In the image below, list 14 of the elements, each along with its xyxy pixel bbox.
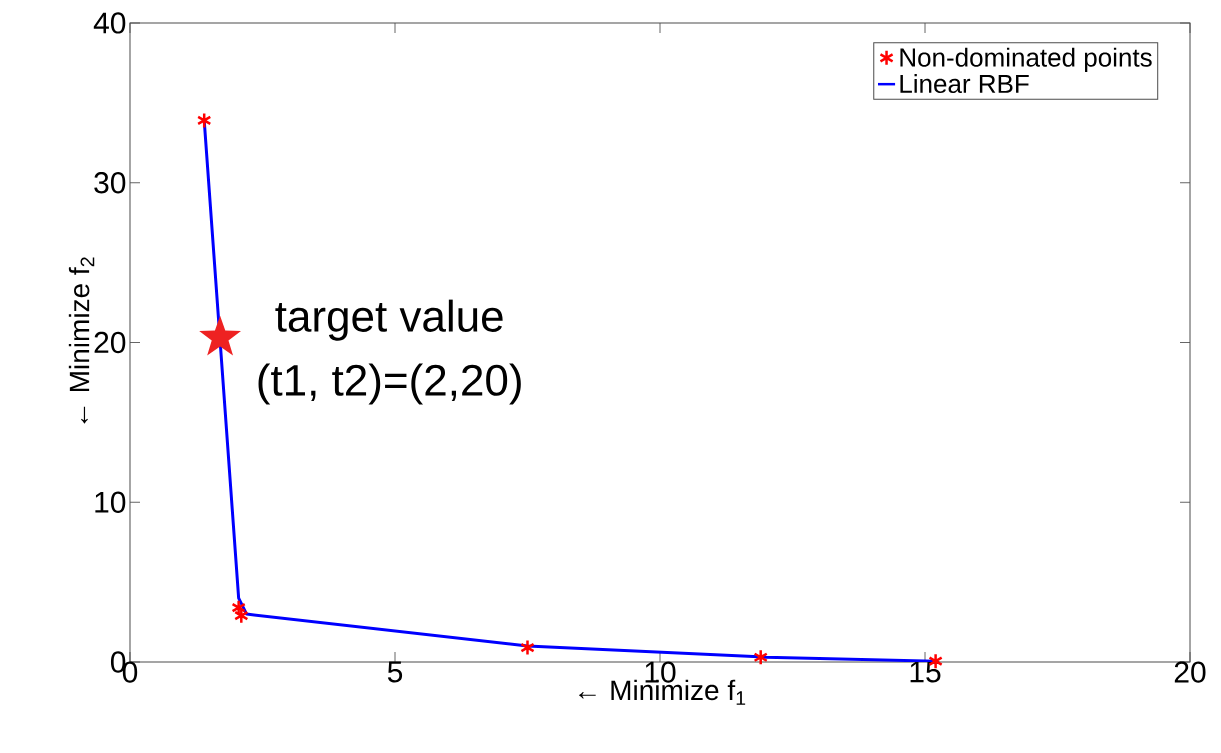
y-tick-label: 10 — [95, 491, 126, 513]
annotation: target value — [275, 299, 503, 341]
x-tick-label: 5 — [387, 661, 403, 683]
legend-label: Linear RBF — [900, 74, 1029, 94]
annotation: (t1, t2)=(2,20) — [258, 363, 521, 405]
point — [753, 648, 769, 666]
y-axis-title: ← Minimize f$_{2}$ — [68, 257, 95, 424]
legend-label: Non-dominated points — [900, 47, 1152, 72]
point — [520, 639, 535, 656]
x-tick-label: 20 — [1174, 661, 1206, 683]
y-tick-label: 40 — [93, 12, 126, 34]
y-tick-label: 30 — [94, 172, 126, 194]
y-tick-label: 20 — [94, 331, 126, 354]
point — [196, 112, 212, 129]
